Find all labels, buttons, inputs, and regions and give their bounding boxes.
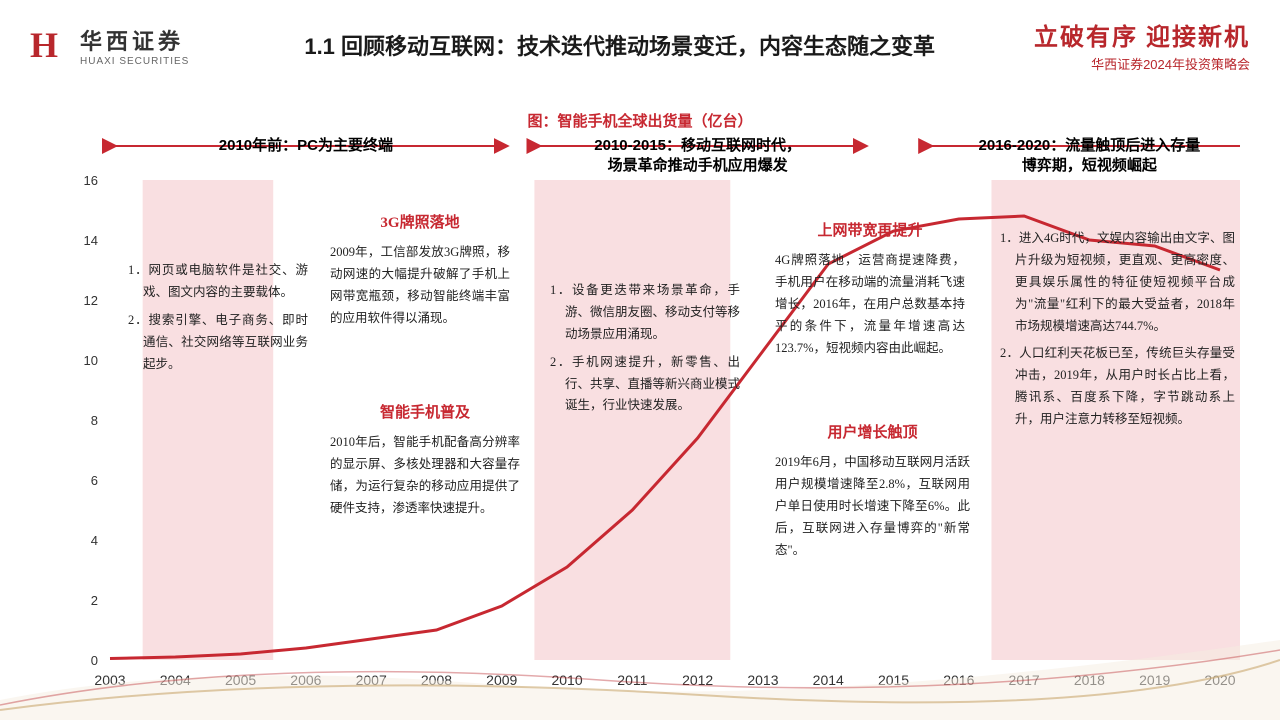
svg-text:2007: 2007 [356,672,387,688]
text-smartphone: 2010年后，智能手机配备高分辨率的显示屏、多核处理器和大容量存储，为运行复杂的… [330,432,520,520]
text-userpeak: 2019年6月，中国移动互联网月活跃用户规模增速降至2.8%，互联网用户单日使用… [775,452,970,561]
logo-en: HUAXI SECURITIES [80,56,189,67]
svg-text:2016: 2016 [943,672,974,688]
svg-text:4: 4 [91,533,98,548]
svg-text:2018: 2018 [1074,672,1105,688]
box3-p2: 2．手机网速提升，新零售、出行、共享、直播等新兴商业模式诞生，行业快速发展。 [550,352,740,418]
svg-text:16: 16 [84,173,98,188]
svg-text:2019: 2019 [1139,672,1170,688]
svg-text:场景革命推动手机应用爆发: 场景革命推动手机应用爆发 [608,156,789,174]
svg-text:8: 8 [91,413,98,428]
svg-text:2011: 2011 [617,672,647,688]
svg-text:2010: 2010 [551,672,582,688]
svg-text:2010年前：PC为主要终端: 2010年前：PC为主要终端 [219,136,393,154]
subslogan: 华西证券2024年投资策略会 [1010,54,1250,73]
svg-text:2012: 2012 [682,672,713,688]
box5-p1: 1．进入4G时代，文娱内容输出由文字、图片升级为短视频，更直观、更高密度、更具娱… [1000,228,1235,337]
svg-text:博弈期，短视频崛起: 博弈期，短视频崛起 [1022,156,1158,174]
svg-text:2008: 2008 [421,672,452,688]
svg-text:10: 10 [84,353,98,368]
box1-p2: 2．搜索引擎、电子商务、即时通信、社交网络等互联网业务起步。 [128,310,308,376]
svg-text:2003: 2003 [94,672,125,688]
slogan: 立破有序 迎接新机 [1010,17,1250,52]
textbox-3g: 3G牌照落地 2009年，工信部发放3G牌照，移动网速的大幅提升破解了手机上网带… [330,210,510,336]
slide-title: 1.1 回顾移动互联网：技术迭代推动场景变迁，内容生态随之变革 [189,29,1010,61]
heading-bandwidth: 上网带宽再提升 [775,218,965,244]
text-bandwidth: 4G牌照落地，运营商提速降费，手机用户在移动端的流量消耗飞速增长，2016年，在… [775,250,965,359]
svg-text:0: 0 [91,653,98,668]
svg-text:12: 12 [84,293,98,308]
svg-text:2014: 2014 [813,672,844,688]
svg-text:14: 14 [84,233,98,248]
textbox-shortvideo: 1．进入4G时代，文娱内容输出由文字、图片升级为短视频，更直观、更高密度、更具娱… [1000,228,1235,437]
svg-text:2006: 2006 [290,672,321,688]
svg-text:2: 2 [91,593,98,608]
text-3g: 2009年，工信部发放3G牌照，移动网速的大幅提升破解了手机上网带宽瓶颈，移动智… [330,242,510,330]
logo: H 华西证券 HUAXI SECURITIES [30,24,189,67]
header-right: 立破有序 迎接新机 华西证券2024年投资策略会 [1010,17,1250,73]
textbox-smartphone: 智能手机普及 2010年后，智能手机配备高分辨率的显示屏、多核处理器和大容量存储… [330,400,520,526]
svg-text:6: 6 [91,473,98,488]
textbox-mobile-era: 1．设备更迭带来场景革命，手游、微信朋友圈、移动支付等移动场景应用涌现。 2．手… [550,280,740,423]
svg-text:2009: 2009 [486,672,517,688]
logo-icon: H [30,24,72,66]
heading-3g: 3G牌照落地 [330,210,510,236]
svg-text:2004: 2004 [160,672,191,688]
svg-text:2005: 2005 [225,672,256,688]
svg-text:2013: 2013 [747,672,778,688]
svg-text:2016-2020：流量触顶后进入存量: 2016-2020：流量触顶后进入存量 [979,136,1201,154]
textbox-userpeak: 用户增长触顶 2019年6月，中国移动互联网月活跃用户规模增速降至2.8%，互联… [775,420,970,568]
svg-text:2010-2015：移动互联网时代，: 2010-2015：移动互联网时代， [594,136,801,154]
box1-p1: 1．网页或电脑软件是社交、游戏、图文内容的主要载体。 [128,260,308,304]
logo-cn: 华西证券 [80,24,189,56]
box5-p2: 2．人口红利天花板已至，传统巨头存量受冲击，2019年，从用户时长占比上看，腾讯… [1000,343,1235,431]
heading-userpeak: 用户增长触顶 [775,420,970,446]
heading-smartphone: 智能手机普及 [330,400,520,426]
textbox-bandwidth: 上网带宽再提升 4G牌照落地，运营商提速降费，手机用户在移动端的流量消耗飞速增长… [775,218,965,366]
svg-text:2015: 2015 [878,672,909,688]
svg-text:2017: 2017 [1009,672,1040,688]
slide-header: H 华西证券 HUAXI SECURITIES 1.1 回顾移动互联网：技术迭代… [0,0,1280,90]
chart-title: 图：智能手机全球出货量（亿台） [527,110,752,131]
svg-text:2020: 2020 [1204,672,1235,688]
textbox-pc-era: 1．网页或电脑软件是社交、游戏、图文内容的主要载体。 2．搜索引擎、电子商务、即… [128,260,308,381]
box3-p1: 1．设备更迭带来场景革命，手游、微信朋友圈、移动支付等移动场景应用涌现。 [550,280,740,346]
